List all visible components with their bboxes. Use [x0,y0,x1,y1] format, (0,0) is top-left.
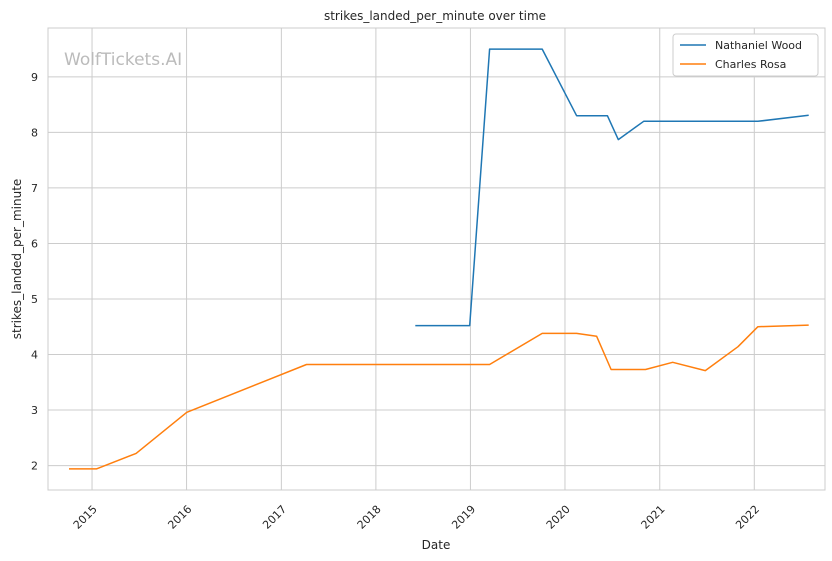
x-tick-label: 2021 [639,503,668,532]
y-tick-label: 3 [31,404,38,417]
y-axis-label: strikes_landed_per_minute [10,179,24,340]
y-tick-label: 6 [31,237,38,250]
legend-box [672,33,819,77]
legend: Nathaniel Wood Charles Rosa [672,33,819,77]
series-lines [69,48,809,470]
series-line-nathaniel-wood [415,48,809,327]
x-axis-ticks: 2015 2016 2017 2018 2019 2020 2021 2022 [71,503,762,532]
x-tick-label: 2018 [355,503,384,532]
x-axis-label: Date [422,538,451,552]
x-tick-label: 2017 [260,503,289,532]
y-tick-label: 5 [31,293,38,306]
plot-area [47,27,826,491]
chart-title: strikes_landed_per_minute over time [324,9,546,23]
x-tick-label: 2016 [165,503,194,532]
y-tick-label: 8 [31,126,38,139]
legend-label-nathaniel-wood: Nathaniel Wood [715,39,802,52]
x-tick-label: 2015 [71,503,100,532]
y-axis-ticks: 2 3 4 5 6 7 8 9 [31,71,38,473]
x-tick-label: 2022 [733,503,762,532]
y-tick-label: 4 [31,349,38,362]
legend-label-charles-rosa: Charles Rosa [715,58,786,71]
y-tick-label: 7 [31,182,38,195]
y-tick-label: 2 [31,460,38,473]
watermark: WolfTickets.AI [64,50,182,70]
x-tick-label: 2019 [449,503,478,532]
x-tick-label: 2020 [544,503,573,532]
series-line-charles-rosa [69,324,809,470]
gridlines [48,28,825,490]
y-tick-label: 9 [31,71,38,84]
